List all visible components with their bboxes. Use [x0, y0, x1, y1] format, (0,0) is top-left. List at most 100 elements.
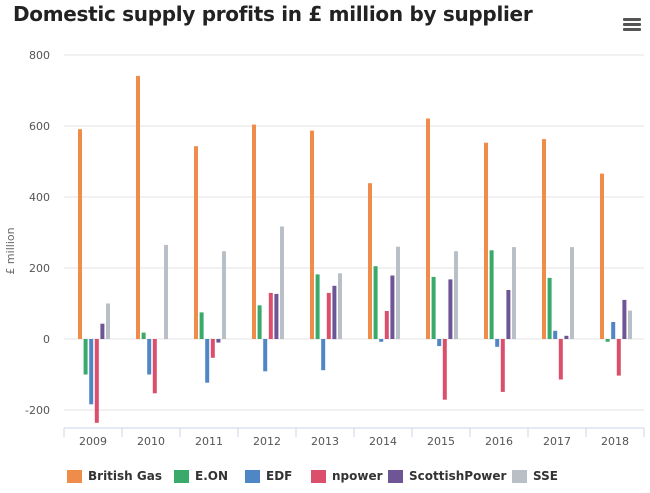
legend-label: SSE	[533, 469, 558, 483]
bar-british-gas-2011[interactable]	[194, 146, 198, 339]
bar-edf-2010[interactable]	[147, 339, 152, 375]
bar-e-on-2013[interactable]	[315, 274, 320, 339]
bar-edf-2015[interactable]	[437, 339, 442, 347]
x-tick-label: 2010	[137, 435, 165, 448]
legend-item-e-on[interactable]: E.ON	[174, 469, 228, 483]
bar-e-on-2012[interactable]	[257, 305, 262, 339]
bar-sse-2017[interactable]	[570, 247, 574, 339]
y-tick-label: 400	[29, 191, 50, 204]
y-tick-label: 0	[43, 333, 50, 346]
bar-british-gas-2009[interactable]	[78, 129, 82, 339]
legend-item-edf[interactable]: EDF	[245, 469, 292, 483]
bar-sse-2012[interactable]	[280, 226, 284, 340]
legend-label: E.ON	[195, 469, 228, 483]
bar-scottishpower-2015[interactable]	[448, 279, 453, 339]
bar-edf-2009[interactable]	[89, 339, 94, 405]
bar-npower-2010[interactable]	[152, 339, 157, 394]
bar-edf-2018[interactable]	[611, 322, 616, 339]
bar-npower-2016[interactable]	[500, 339, 505, 392]
y-tick-label: 800	[29, 49, 50, 62]
bar-edf-2011[interactable]	[205, 339, 210, 383]
bar-scottishpower-2014[interactable]	[390, 275, 395, 340]
bar-scottishpower-2013[interactable]	[332, 285, 337, 340]
bar-npower-2015[interactable]	[442, 339, 447, 400]
legend-label: ScottishPower	[409, 469, 507, 483]
x-axis: 2009 2010 2011 2012 2013 2014 2015 2016 2017 2018	[63, 427, 645, 448]
gridlines	[64, 54, 644, 411]
bar-british-gas-2012[interactable]	[252, 124, 256, 339]
x-tick-label: 2017	[543, 435, 571, 448]
bar-scottishpower-2018[interactable]	[622, 299, 627, 339]
bar-british-gas-2014[interactable]	[368, 183, 372, 339]
chart-title: Domestic supply profits in £ million by …	[13, 2, 533, 26]
x-tick-label: 2016	[485, 435, 513, 448]
bar-edf-2017[interactable]	[553, 330, 558, 339]
bar-e-on-2011[interactable]	[199, 312, 204, 339]
y-tick-label: 600	[29, 120, 50, 133]
bar-edf-2016[interactable]	[495, 339, 500, 347]
bar-british-gas-2017[interactable]	[542, 139, 546, 339]
bar-scottishpower-2012[interactable]	[274, 293, 279, 339]
x-tick-label: 2018	[601, 435, 629, 448]
bar-e-on-2018[interactable]	[605, 339, 610, 342]
bar-sse-2009[interactable]	[106, 303, 110, 340]
legend-swatch	[174, 469, 189, 483]
bar-e-on-2009[interactable]	[83, 339, 88, 375]
bar-e-on-2014[interactable]	[373, 266, 378, 339]
bar-british-gas-2018[interactable]	[600, 173, 604, 339]
y-axis-ticks: -200 0 200 400 600 800	[25, 49, 50, 417]
legend-swatch	[245, 469, 260, 483]
bar-sse-2013[interactable]	[338, 273, 342, 339]
bar-edf-2012[interactable]	[263, 339, 268, 372]
bar-scottishpower-2011[interactable]	[216, 339, 221, 343]
x-tick-label: 2013	[311, 435, 339, 448]
bar-sse-2011[interactable]	[222, 251, 226, 339]
bar-scottishpower-2009[interactable]	[100, 323, 105, 339]
y-tick-label: 200	[29, 262, 50, 275]
bar-british-gas-2010[interactable]	[136, 75, 140, 340]
legend-item-british-gas[interactable]: British Gas	[67, 469, 162, 483]
chart-menu-button[interactable]	[620, 15, 644, 35]
legend-swatch	[388, 469, 403, 483]
y-axis-label: £ million	[4, 227, 17, 274]
legend: British Gas E.ON EDF npower ScottishPower SSE	[0, 469, 650, 489]
bar-e-on-2015[interactable]	[431, 276, 436, 339]
legend-item-npower[interactable]: npower	[311, 469, 383, 483]
bar-scottishpower-2016[interactable]	[506, 290, 511, 339]
hamburger-menu-icon-line	[623, 23, 641, 26]
bar-npower-2018[interactable]	[616, 339, 621, 376]
legend-label: EDF	[266, 469, 293, 483]
bar-npower-2009[interactable]	[94, 339, 99, 423]
x-tick-label: 2011	[195, 435, 223, 448]
legend-item-scottishpower[interactable]: ScottishPower	[388, 469, 506, 483]
legend-swatch	[512, 469, 527, 483]
y-tick-label: -200	[25, 404, 50, 417]
bar-e-on-2010[interactable]	[141, 332, 146, 339]
bar-npower-2017[interactable]	[558, 339, 563, 380]
bar-npower-2011[interactable]	[210, 339, 215, 358]
bars	[78, 75, 632, 423]
x-tick-label: 2012	[253, 435, 281, 448]
bar-npower-2014[interactable]	[384, 311, 389, 339]
bar-npower-2013[interactable]	[326, 292, 331, 339]
bar-e-on-2016[interactable]	[489, 250, 494, 340]
bar-british-gas-2013[interactable]	[310, 130, 314, 339]
bar-sse-2014[interactable]	[396, 246, 400, 339]
bar-edf-2013[interactable]	[321, 339, 326, 371]
bar-british-gas-2015[interactable]	[426, 118, 430, 340]
x-tick-label: 2014	[369, 435, 397, 448]
bar-npower-2012[interactable]	[268, 292, 273, 339]
bar-scottishpower-2017[interactable]	[564, 335, 569, 339]
bar-sse-2018[interactable]	[628, 310, 632, 339]
bar-sse-2016[interactable]	[512, 247, 516, 339]
legend-swatch	[311, 469, 326, 483]
hamburger-menu-icon-line	[623, 28, 641, 31]
hamburger-menu-icon	[623, 18, 641, 21]
bar-edf-2014[interactable]	[379, 339, 384, 342]
bar-sse-2010[interactable]	[164, 244, 168, 339]
bar-british-gas-2016[interactable]	[484, 142, 488, 339]
bar-sse-2015[interactable]	[454, 251, 458, 339]
legend-item-sse[interactable]: SSE	[512, 469, 558, 483]
bar-e-on-2017[interactable]	[547, 277, 552, 339]
